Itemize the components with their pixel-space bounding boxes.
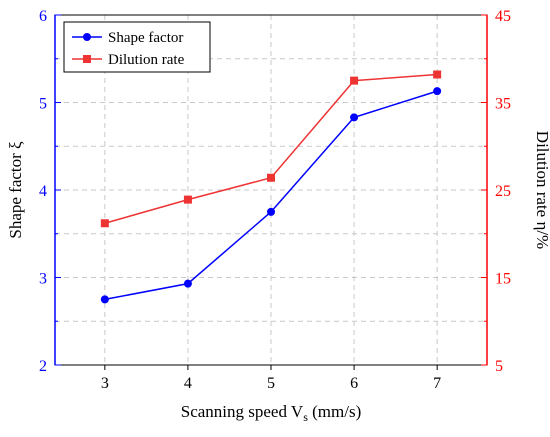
- data-point: [267, 173, 275, 182]
- y-right-tick-label: 15: [495, 271, 511, 288]
- data-point: [433, 87, 442, 96]
- y-right-tick-label: 45: [495, 8, 511, 25]
- x-tick-label: 3: [101, 375, 109, 392]
- legend: Shape factor Dilution rate: [63, 21, 211, 73]
- data-point: [267, 207, 275, 216]
- data-point: [100, 295, 109, 304]
- data-point: [183, 195, 192, 204]
- x-tick-label: 6: [350, 375, 358, 392]
- y-right-axis-title: Dilution rate η/%: [533, 131, 550, 249]
- data-point: [350, 76, 359, 85]
- y-left-tick-label: 5: [39, 96, 47, 113]
- x-tick-label: 7: [433, 375, 441, 392]
- y-left-tick-label: 2: [39, 358, 47, 375]
- legend-label: Shape factor: [108, 30, 183, 46]
- y-right-tick-label: 5: [495, 358, 503, 375]
- y-left-tick-label: 4: [39, 183, 47, 200]
- legend-label: Dilution rate: [108, 52, 185, 68]
- y-left-axis-title: Shape factor ξ: [6, 141, 25, 239]
- data-point: [433, 70, 442, 79]
- data-point: [183, 279, 192, 288]
- legend-marker: [83, 55, 91, 63]
- legend-marker: [83, 33, 91, 41]
- y-left-tick-label: 3: [39, 271, 47, 288]
- x-axis-title: Scanning speed Vs (mm/s): [181, 402, 361, 424]
- data-point: [350, 113, 359, 122]
- x-tick-label: 5: [267, 375, 275, 392]
- y-left-tick-label: 6: [39, 8, 47, 25]
- y-right-tick-label: 25: [495, 183, 511, 200]
- series-layer: [100, 70, 442, 304]
- y-right-tick-label: 35: [495, 96, 511, 113]
- legend-box: [63, 21, 211, 73]
- x-tick-label: 4: [184, 375, 192, 392]
- data-point: [100, 219, 109, 228]
